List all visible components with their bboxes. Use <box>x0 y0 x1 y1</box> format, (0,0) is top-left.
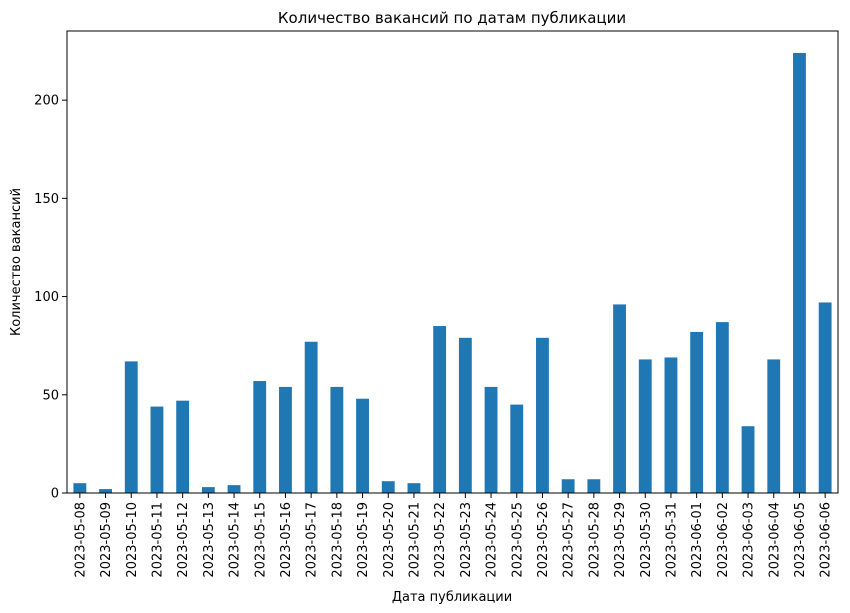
x-tick-label: 2023-05-23 <box>459 502 474 578</box>
x-tick-label: 2023-05-19 <box>356 502 371 578</box>
plot-frame <box>66 30 839 494</box>
bar-2023-05-20 <box>381 481 395 493</box>
x-tick-label: 2023-05-15 <box>253 502 268 578</box>
bar-2023-05-14 <box>227 485 241 493</box>
x-axis: 2023-05-08 2023-05-09 2023-05-10 2023-05-11… <box>73 493 834 578</box>
x-tick-label: 2023-06-06 <box>819 502 834 578</box>
bar-2023-06-03 <box>741 426 755 493</box>
x-tick-label: 2023-05-21 <box>407 502 422 578</box>
x-tick-label: 2023-05-22 <box>433 502 448 578</box>
x-tick-label: 2023-05-30 <box>639 502 654 578</box>
bar-2023-05-08 <box>73 483 87 493</box>
bar-2023-06-01 <box>690 331 704 493</box>
x-tick-label: 2023-05-16 <box>279 502 294 578</box>
bar-2023-05-10 <box>124 361 138 493</box>
x-tick-label: 2023-05-25 <box>510 502 525 578</box>
bar-2023-05-26 <box>536 337 549 493</box>
bar-2023-05-16 <box>279 386 292 493</box>
y-tick-label: 100 <box>34 290 59 305</box>
x-tick-label: 2023-05-12 <box>176 502 191 578</box>
bar-2023-05-18 <box>330 386 344 493</box>
x-tick-label: 2023-05-08 <box>73 502 88 578</box>
x-tick-label: 2023-06-05 <box>793 502 808 578</box>
x-tick-label: 2023-05-11 <box>150 502 165 578</box>
x-tick-label: 2023-05-31 <box>664 502 679 578</box>
x-tick-label: 2023-05-27 <box>562 502 577 578</box>
bars-group <box>73 53 832 493</box>
bar-2023-05-12 <box>176 400 190 493</box>
y-axis-label: Количество вакансий <box>9 188 24 336</box>
x-tick-label: 2023-05-28 <box>587 502 602 578</box>
x-tick-label: 2023-06-03 <box>742 502 757 578</box>
x-tick-label: 2023-05-24 <box>485 502 500 578</box>
x-tick-label: 2023-05-10 <box>125 502 140 578</box>
bar-2023-06-02 <box>715 322 729 493</box>
bar-2023-05-15 <box>253 381 267 493</box>
y-tick-label: 200 <box>34 94 59 109</box>
bar-2023-05-27 <box>561 479 575 493</box>
bar-2023-06-05 <box>793 53 806 493</box>
bar-2023-05-17 <box>304 341 318 493</box>
bar-2023-05-29 <box>613 304 626 493</box>
y-axis: 0 50 100 150 200 <box>34 94 67 502</box>
x-tick-label: 2023-05-13 <box>202 502 217 578</box>
bar-2023-05-13 <box>201 487 215 493</box>
bar-2023-05-24 <box>484 386 498 493</box>
bar-2023-06-04 <box>767 359 781 493</box>
x-tick-label: 2023-06-01 <box>690 502 705 578</box>
bar-2023-05-22 <box>433 326 447 493</box>
x-tick-label: 2023-06-04 <box>767 502 782 578</box>
bar-2023-05-30 <box>638 359 652 493</box>
x-tick-label: 2023-06-02 <box>716 502 731 578</box>
bar-2023-06-06 <box>818 302 832 493</box>
bar-2023-05-19 <box>356 398 369 493</box>
x-tick-label: 2023-05-14 <box>228 502 243 578</box>
y-tick-label: 0 <box>51 487 59 502</box>
bar-2023-05-21 <box>407 483 421 493</box>
y-tick-label: 150 <box>34 192 59 207</box>
chart-title: Количество вакансий по датам публикации <box>278 9 626 27</box>
bar-2023-05-23 <box>458 337 472 493</box>
bar-2023-05-11 <box>150 406 164 493</box>
bar-2023-05-25 <box>510 404 524 493</box>
x-tick-label: 2023-05-26 <box>536 502 551 578</box>
bar-2023-05-09 <box>99 489 112 493</box>
x-tick-label: 2023-05-09 <box>99 502 114 578</box>
x-tick-label: 2023-05-20 <box>382 502 397 578</box>
x-tick-label: 2023-05-18 <box>330 502 345 578</box>
bar-2023-05-28 <box>587 479 601 493</box>
x-axis-label: Дата публикации <box>392 590 512 605</box>
bar-2023-05-31 <box>664 357 678 493</box>
x-tick-label: 2023-05-29 <box>613 502 628 578</box>
x-tick-label: 2023-05-17 <box>305 502 320 578</box>
y-tick-label: 50 <box>42 388 59 403</box>
